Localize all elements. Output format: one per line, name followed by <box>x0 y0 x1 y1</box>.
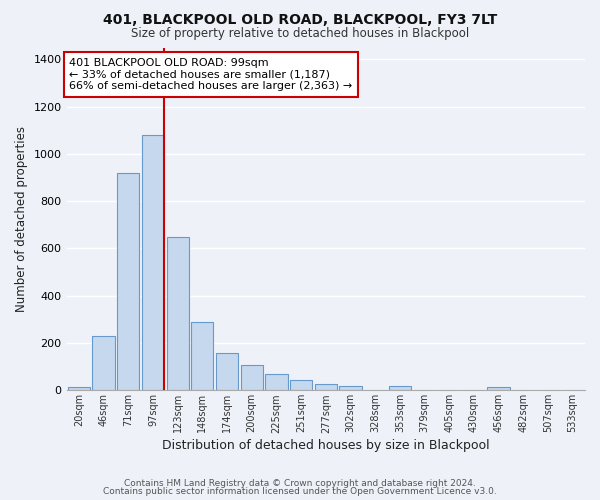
Bar <box>290 380 312 390</box>
Bar <box>92 336 115 390</box>
Text: Contains public sector information licensed under the Open Government Licence v3: Contains public sector information licen… <box>103 487 497 496</box>
X-axis label: Distribution of detached houses by size in Blackpool: Distribution of detached houses by size … <box>162 440 490 452</box>
Bar <box>487 386 510 390</box>
Bar <box>241 366 263 390</box>
Text: 401, BLACKPOOL OLD ROAD, BLACKPOOL, FY3 7LT: 401, BLACKPOOL OLD ROAD, BLACKPOOL, FY3 … <box>103 12 497 26</box>
Bar <box>191 322 214 390</box>
Text: Size of property relative to detached houses in Blackpool: Size of property relative to detached ho… <box>131 28 469 40</box>
Text: Contains HM Land Registry data © Crown copyright and database right 2024.: Contains HM Land Registry data © Crown c… <box>124 478 476 488</box>
Bar <box>216 353 238 391</box>
Bar <box>68 386 90 390</box>
Bar <box>117 173 139 390</box>
Bar <box>142 135 164 390</box>
Text: 401 BLACKPOOL OLD ROAD: 99sqm
← 33% of detached houses are smaller (1,187)
66% o: 401 BLACKPOOL OLD ROAD: 99sqm ← 33% of d… <box>69 58 352 91</box>
Bar <box>314 384 337 390</box>
Y-axis label: Number of detached properties: Number of detached properties <box>15 126 28 312</box>
Bar <box>265 374 287 390</box>
Bar <box>167 236 189 390</box>
Bar <box>340 386 362 390</box>
Bar <box>389 386 411 390</box>
